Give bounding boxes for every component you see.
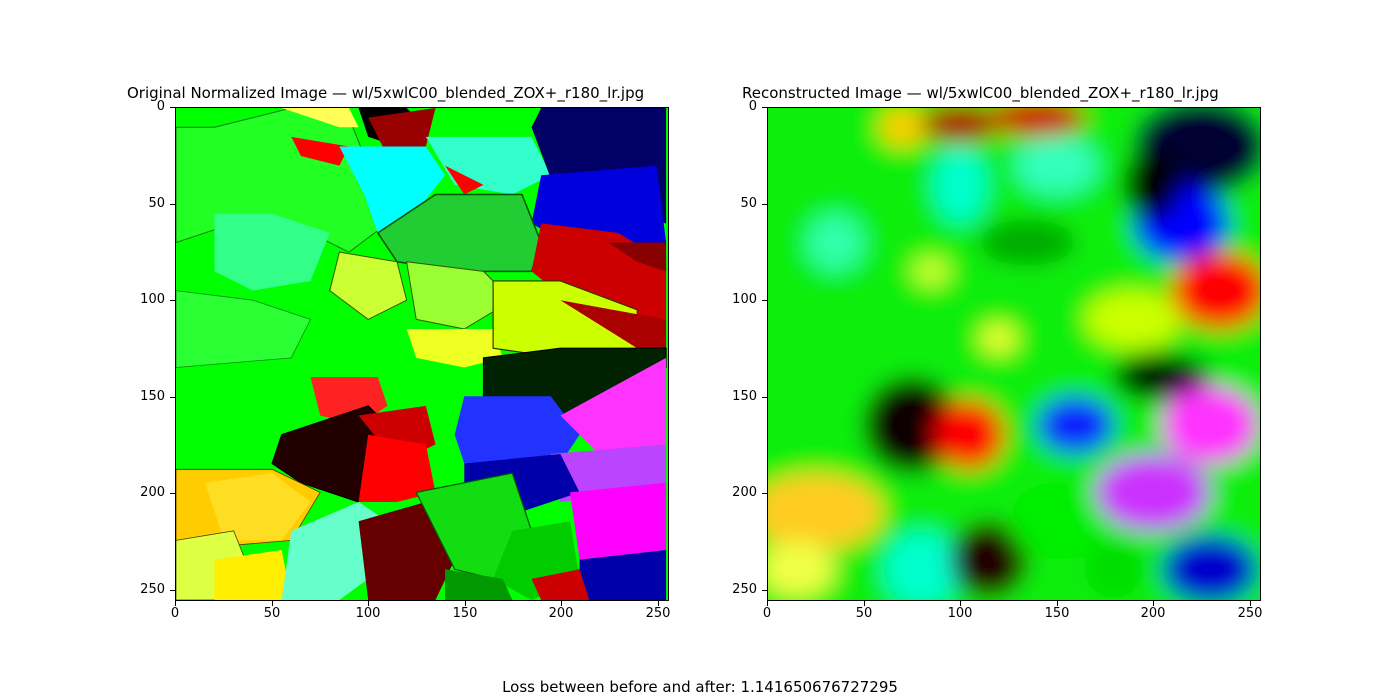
x-tick-label: 0: [762, 606, 772, 621]
y-tick-label: 0: [748, 99, 757, 114]
y-tick-label: 250: [732, 582, 757, 597]
y-tick-label: 200: [140, 485, 165, 500]
y-tick-label: 150: [140, 389, 165, 404]
right-image-title: Reconstructed Image — wl/5xwlC00_blended…: [742, 84, 1219, 102]
y-tick-label: 250: [140, 582, 165, 597]
x-tick-label: 50: [855, 606, 873, 621]
x-tick-label: 200: [548, 606, 574, 621]
y-tick-label: 150: [732, 389, 757, 404]
y-tick-label: 50: [740, 196, 757, 211]
loss-caption: Loss between before and after: 1.1416506…: [502, 678, 898, 696]
x-tick-label: 150: [1044, 606, 1070, 621]
x-tick-label: 50: [263, 606, 281, 621]
y-tick-label: 50: [148, 196, 165, 211]
x-tick-label: 200: [1140, 606, 1166, 621]
x-tick-label: 150: [452, 606, 478, 621]
x-tick-label: 100: [947, 606, 973, 621]
x-tick-label: 250: [645, 606, 671, 621]
y-tick-label: 100: [140, 292, 165, 307]
x-tick-label: 250: [1237, 606, 1263, 621]
x-tick-label: 100: [355, 606, 381, 621]
x-tick-label: 0: [170, 606, 180, 621]
left-image-title: Original Normalized Image — wl/5xwlC00_b…: [127, 84, 645, 102]
y-tick-label: 100: [732, 292, 757, 307]
original-image: [175, 107, 669, 601]
y-tick-label: 0: [156, 99, 165, 114]
y-tick-label: 200: [732, 485, 757, 500]
reconstructed-image: [767, 107, 1261, 601]
